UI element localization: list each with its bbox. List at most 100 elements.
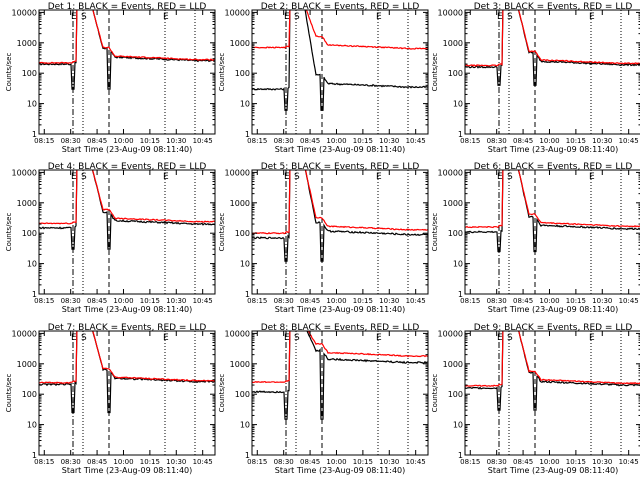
x-tick-label: 08:45 (513, 297, 533, 305)
panel-title: Det 6: BLACK = Events, RED = LLD (474, 162, 633, 172)
y-axis-label: Counts/sec (431, 53, 439, 92)
y-tick-label: 10 (240, 100, 250, 109)
plot-frame (38, 169, 216, 295)
y-tick-label: 10 (240, 421, 250, 430)
y-tick-label: 10 (27, 421, 37, 430)
x-tick-label: 10:00 (113, 137, 133, 145)
y-tick-label: 10000 (438, 168, 463, 177)
x-tick-label: 10:30 (592, 458, 612, 466)
x-tick-label: 08:15 (460, 458, 480, 466)
series-line-events (465, 170, 640, 253)
marker-letter: S (507, 172, 513, 182)
y-axis-label: Counts/sec (218, 53, 226, 92)
y-tick-label: 100 (235, 229, 250, 238)
x-tick-label: 10:30 (379, 297, 399, 305)
x-tick-label: 10:30 (379, 458, 399, 466)
x-tick-label: 10:30 (166, 297, 186, 305)
y-tick-label: 10000 (12, 329, 37, 338)
y-tick-label: 10000 (12, 8, 37, 17)
y-axis-label: Counts/sec (5, 213, 13, 252)
marker-letter: E (589, 12, 595, 22)
marker-letter: E (71, 12, 77, 22)
x-tick-label: 10:15 (140, 458, 160, 466)
x-tick-label: 08:45 (513, 137, 533, 145)
series-line-lld (465, 170, 640, 229)
y-tick-label: 10 (27, 260, 37, 269)
series-line-lld (465, 331, 640, 387)
x-axis-label: Start Time (23-Aug-09 08:11:40) (488, 305, 619, 314)
y-tick-label: 100 (22, 390, 37, 399)
y-tick-label: 1 (32, 130, 37, 139)
y-tick-label: 100 (235, 69, 250, 78)
marker-letter: E (284, 172, 290, 182)
series-line-events (252, 170, 428, 262)
panel-title: Det 2: BLACK = Events, RED = LLD (261, 2, 420, 12)
y-tick-label: 1 (245, 451, 250, 460)
x-tick-label: 10:00 (113, 458, 133, 466)
x-tick-label: 10:00 (539, 137, 559, 145)
y-tick-label: 100 (22, 69, 37, 78)
x-tick-label: 10:45 (619, 458, 639, 466)
x-tick-label: 10:45 (193, 297, 213, 305)
x-tick-label: 08:15 (460, 137, 480, 145)
x-axis-label: Start Time (23-Aug-09 08:11:40) (275, 466, 406, 475)
x-tick-label: 08:30 (274, 297, 294, 305)
x-tick-label: 08:30 (487, 297, 507, 305)
x-axis-label: Start Time (23-Aug-09 08:11:40) (275, 305, 406, 314)
series-line-lld (39, 170, 215, 225)
x-tick-label: 08:30 (61, 458, 81, 466)
x-tick-label: 08:45 (87, 458, 107, 466)
x-tick-label: 10:15 (566, 297, 586, 305)
marker-letter: E (376, 333, 382, 343)
series-line-events (39, 10, 215, 90)
series-line-events (465, 331, 640, 411)
y-axis-label: Counts/sec (431, 374, 439, 413)
y-tick-label: 10000 (225, 329, 250, 338)
series-line-events (39, 331, 215, 414)
series-line-lld (39, 10, 215, 64)
x-tick-label: 08:45 (300, 458, 320, 466)
plot-frame (464, 330, 640, 456)
panel-title: Det 9: BLACK = Events, RED = LLD (474, 323, 633, 333)
y-tick-label: 10 (453, 100, 463, 109)
series-line-lld (252, 331, 428, 384)
x-tick-label: 08:15 (34, 297, 54, 305)
plot-frame (251, 169, 429, 295)
marker-letter: S (294, 333, 300, 343)
plot-frame (38, 330, 216, 456)
y-tick-label: 1000 (17, 39, 37, 48)
x-tick-label: 10:15 (140, 297, 160, 305)
x-tick-label: 08:45 (300, 297, 320, 305)
x-tick-label: 08:45 (87, 137, 107, 145)
marker-letter: E (497, 12, 503, 22)
panel-title: Det 8: BLACK = Events, RED = LLD (261, 323, 420, 333)
y-tick-label: 100 (235, 390, 250, 399)
marker-letter: S (507, 333, 513, 343)
x-tick-label: 08:15 (247, 458, 267, 466)
x-tick-label: 08:45 (513, 458, 533, 466)
x-tick-label: 10:15 (353, 137, 373, 145)
panel-title: Det 5: BLACK = Events, RED = LLD (261, 162, 420, 172)
marker-letter: E (163, 12, 169, 22)
marker-letter: E (284, 333, 290, 343)
x-axis-label: Start Time (23-Aug-09 08:11:40) (488, 466, 619, 475)
x-tick-label: 10:45 (619, 137, 639, 145)
x-tick-label: 08:30 (487, 137, 507, 145)
x-tick-label: 10:45 (193, 137, 213, 145)
series-line-events (39, 170, 215, 250)
marker-letter: E (71, 333, 77, 343)
y-axis-label: Counts/sec (218, 374, 226, 413)
x-tick-label: 10:15 (566, 137, 586, 145)
series-line-lld (39, 331, 215, 384)
y-tick-label: 1000 (443, 360, 463, 369)
x-tick-label: 10:45 (406, 137, 426, 145)
marker-letter: S (507, 12, 513, 22)
x-tick-label: 08:15 (460, 297, 480, 305)
x-tick-label: 08:30 (274, 458, 294, 466)
panel-title: Det 1: BLACK = Events, RED = LLD (48, 2, 207, 12)
series-line-events (252, 331, 428, 420)
